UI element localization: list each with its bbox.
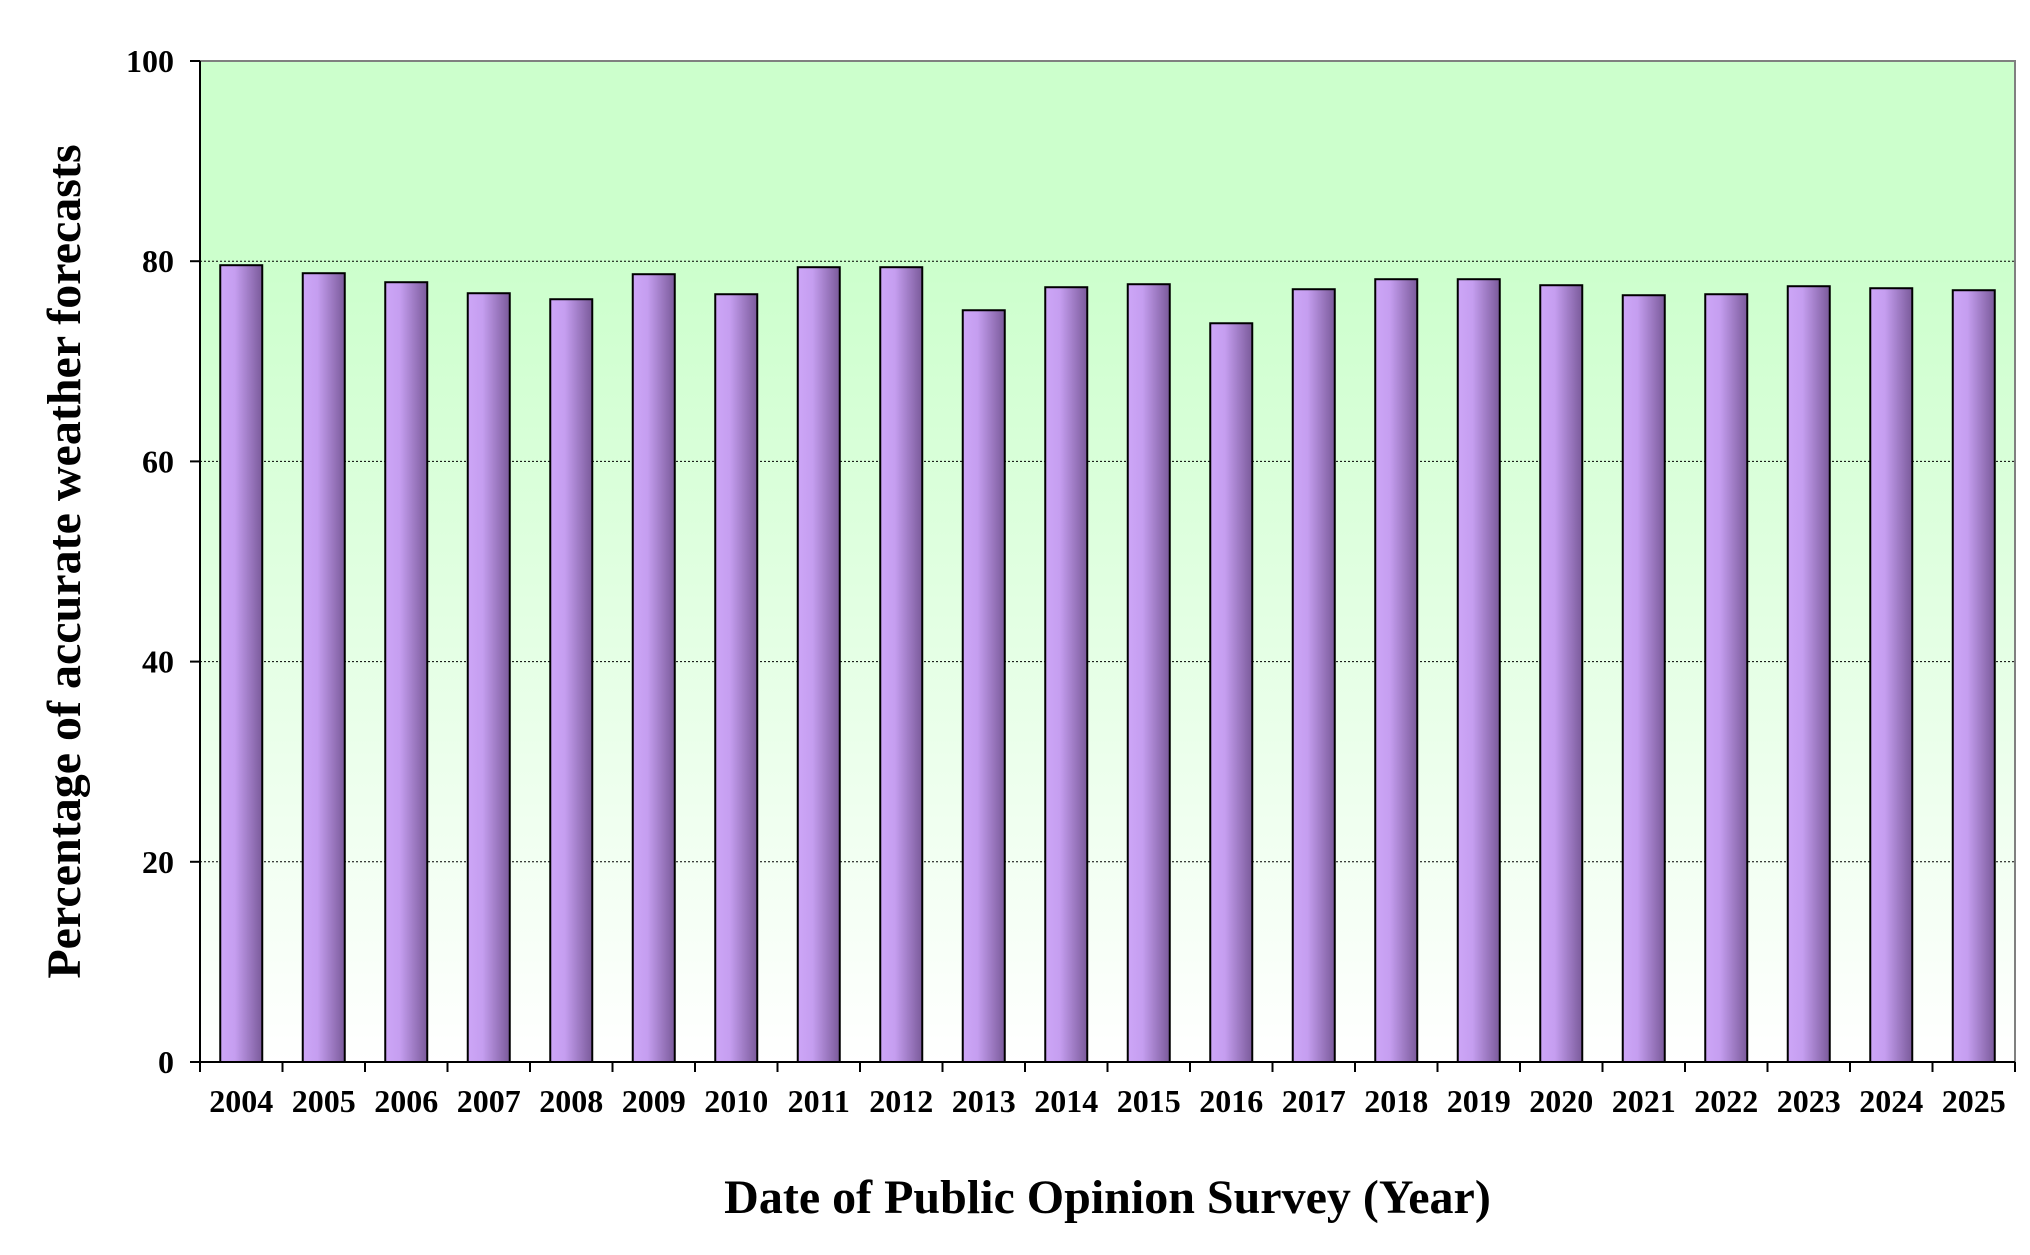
y-tick-labels: 0 20 40 60 80 100	[126, 43, 174, 1080]
x-tick-label-2005: 2005	[292, 1083, 356, 1119]
bar-2007	[466, 292, 511, 1063]
axes	[190, 60, 2016, 1072]
x-tick-label-2024: 2024	[1859, 1083, 1923, 1119]
x-tick-label-2014: 2014	[1034, 1083, 1098, 1119]
bar-2015	[1126, 283, 1171, 1063]
bar-2009	[631, 273, 676, 1063]
y-tick-label-20: 20	[142, 844, 174, 880]
x-tick-label-2022: 2022	[1694, 1083, 1758, 1119]
x-tick-label-2012: 2012	[869, 1083, 933, 1119]
bar-2006	[384, 281, 429, 1063]
x-tick-label-2017: 2017	[1282, 1083, 1346, 1119]
x-tick-label-2019: 2019	[1447, 1083, 1511, 1119]
x-tick-label-2018: 2018	[1364, 1083, 1428, 1119]
bar-2021	[1621, 294, 1666, 1063]
x-tick-label-2010: 2010	[704, 1083, 768, 1119]
x-axis-title: Date of Public Opinion Survey (Year)	[724, 1171, 1491, 1224]
bar-2005	[301, 272, 346, 1064]
bar-2022	[1704, 293, 1749, 1064]
bar-2024	[1869, 287, 1914, 1063]
bar-2020	[1539, 284, 1584, 1063]
bar-2010	[714, 293, 759, 1064]
bar-2012	[879, 266, 924, 1063]
x-tick-labels: 2004 2005 2006 2007 2008 2009 2010 2011 2012 2013…	[209, 1083, 2006, 1119]
x-tick-label-2009: 2009	[622, 1083, 686, 1119]
bar-2016	[1209, 322, 1254, 1063]
bar-2008	[549, 298, 594, 1064]
x-tick-label-2004: 2004	[209, 1083, 273, 1119]
y-tick-label-100: 100	[126, 43, 174, 79]
x-tick-label-2013: 2013	[952, 1083, 1016, 1119]
y-tick-label-0: 0	[158, 1044, 174, 1080]
x-tick-label-2015: 2015	[1117, 1083, 1181, 1119]
x-tick-label-2011: 2011	[788, 1083, 850, 1119]
x-tick-label-2016: 2016	[1199, 1083, 1263, 1119]
y-tick-label-40: 40	[142, 644, 174, 680]
bars	[219, 264, 1996, 1064]
x-tick-label-2008: 2008	[539, 1083, 603, 1119]
x-tick-label-2007: 2007	[457, 1083, 521, 1119]
bar-2004	[219, 264, 264, 1064]
bar-2013	[961, 309, 1006, 1063]
y-axis-title: Percentage of accurate weather forecasts	[38, 144, 91, 978]
y-tick-label-80: 80	[142, 243, 174, 279]
y-tick-label-60: 60	[142, 443, 174, 479]
x-tick-label-2023: 2023	[1777, 1083, 1841, 1119]
bar-2018	[1374, 278, 1419, 1063]
bar-2011	[796, 266, 841, 1063]
x-tick-label-2025: 2025	[1942, 1083, 2006, 1119]
x-tick-label-2006: 2006	[374, 1083, 438, 1119]
bar-2023	[1786, 285, 1831, 1064]
bar-2025	[1951, 289, 1996, 1063]
x-tick-label-2021: 2021	[1612, 1083, 1676, 1119]
bar-2017	[1291, 288, 1336, 1063]
x-tick-label-2020: 2020	[1529, 1083, 1593, 1119]
bar-2019	[1456, 278, 1501, 1063]
bar-2014	[1044, 286, 1089, 1063]
